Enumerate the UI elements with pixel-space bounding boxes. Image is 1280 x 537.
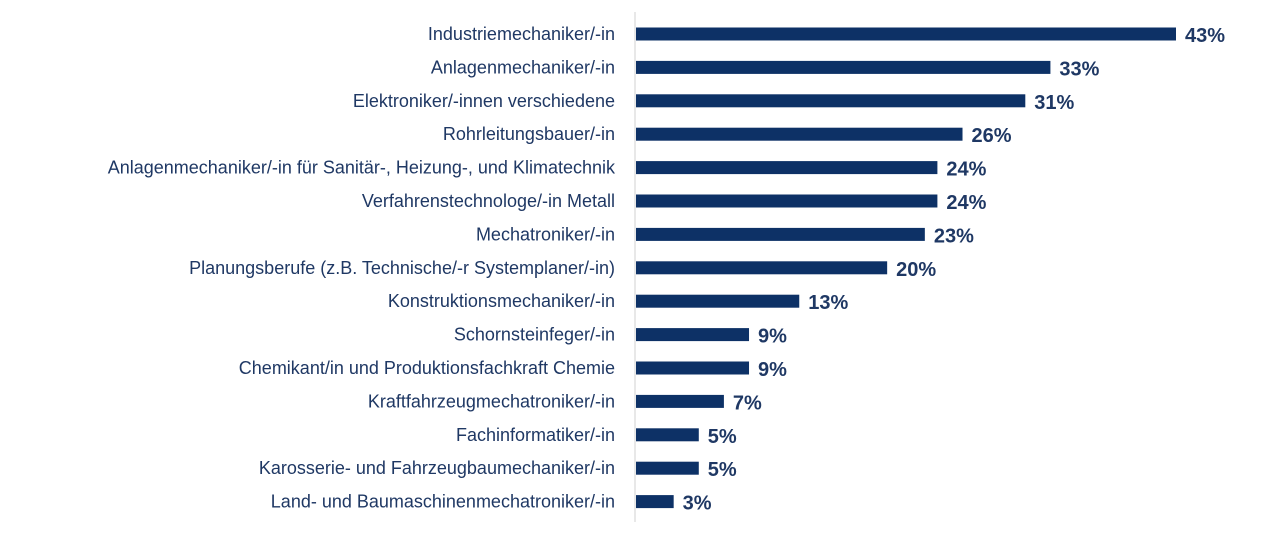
bar	[636, 361, 750, 375]
category-label: Fachinformatiker/-in	[456, 425, 615, 445]
category-label: Industriemechaniker/-in	[428, 24, 615, 44]
category-label: Elektroniker/-innen verschiedene	[353, 91, 615, 111]
bar	[636, 328, 750, 342]
bar	[636, 428, 699, 442]
value-label: 23%	[934, 225, 974, 247]
bar	[636, 194, 938, 208]
category-labels: Industriemechaniker/-in Anlagenmechaniker…	[108, 24, 616, 512]
value-label: 20%	[896, 259, 936, 281]
category-label: Verfahrenstechnologe/-in Metall	[362, 191, 615, 211]
category-label: Karosserie- und Fahrzeugbaumechaniker/-i…	[259, 458, 615, 478]
value-label: 43%	[1185, 25, 1225, 47]
value-label: 13%	[808, 292, 848, 314]
bar	[636, 394, 724, 408]
bar	[636, 227, 925, 241]
category-label: Konstruktionsmechaniker/-in	[388, 291, 615, 311]
value-labels: 43% 33% 31% 26% 24% 24% 23% 20% 13% 9% 9% 7% 5% 5% 3%	[683, 25, 1226, 515]
value-label: 7%	[733, 392, 762, 414]
bar	[636, 60, 1051, 74]
value-label: 9%	[758, 326, 787, 348]
value-label: 9%	[758, 359, 787, 381]
bar	[636, 495, 674, 509]
bar	[636, 127, 963, 141]
bar	[636, 161, 938, 175]
value-label: 31%	[1034, 92, 1074, 114]
value-label: 24%	[946, 159, 986, 181]
value-label: 5%	[708, 426, 737, 448]
value-label: 33%	[1059, 58, 1099, 80]
category-label: Mechatroniker/-in	[476, 224, 615, 244]
bar	[636, 461, 699, 475]
category-label: Land- und Baumaschinenmechatroniker/-in	[271, 492, 615, 512]
category-label: Anlagenmechaniker/-in	[431, 57, 615, 77]
value-label: 26%	[972, 125, 1012, 147]
value-label: 24%	[946, 192, 986, 214]
value-label: 5%	[708, 459, 737, 481]
category-label: Schornsteinfeger/-in	[454, 325, 615, 345]
value-label: 3%	[683, 493, 712, 515]
category-label: Planungsberufe (z.B. Technische/-r Syste…	[189, 258, 615, 278]
bar	[636, 94, 1026, 108]
bars	[636, 27, 1176, 509]
category-label: Chemikant/in und Produktionsfachkraft Ch…	[239, 358, 615, 378]
bar	[636, 261, 888, 275]
bar	[636, 27, 1176, 41]
category-label: Anlagenmechaniker/-in für Sanitär-, Heiz…	[108, 158, 616, 178]
bar	[636, 294, 800, 308]
category-label: Rohrleitungsbauer/-in	[443, 124, 615, 144]
category-label: Kraftfahrzeugmechatroniker/-in	[368, 391, 615, 411]
